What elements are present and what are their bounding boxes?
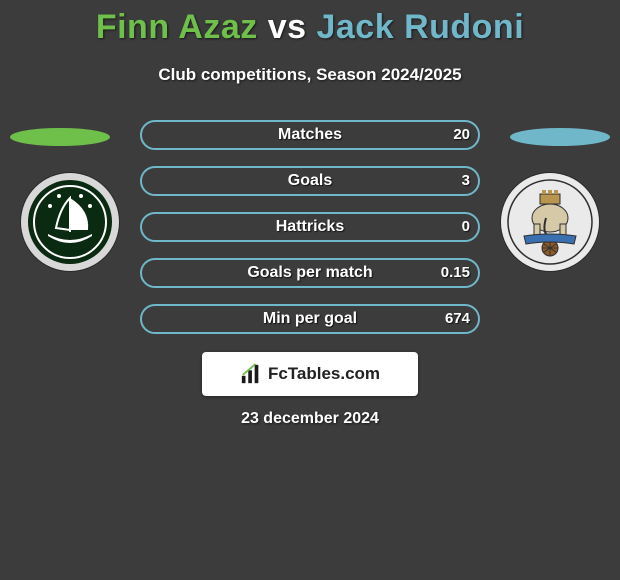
- stat-value-right: 20: [453, 120, 470, 150]
- stat-bar-right: [140, 212, 480, 242]
- title-player2: Jack Rudoni: [316, 8, 524, 46]
- stat-value-right: 3: [462, 166, 470, 196]
- date-line: 23 december 2024: [0, 410, 620, 428]
- subtitle: Club competitions, Season 2024/2025: [0, 65, 620, 85]
- stat-bar-right: [140, 304, 480, 334]
- stat-row: Goals per match0.15: [140, 258, 480, 288]
- stat-row: Hattricks0: [140, 212, 480, 242]
- page-title: Finn Azaz vs Jack Rudoni: [0, 0, 620, 47]
- stat-bar-right: [140, 166, 480, 196]
- stats-area: Matches20 Goals3 Hattricks0 Goals per match…: [0, 120, 620, 350]
- stat-row: Matches20: [140, 120, 480, 150]
- stat-row: Goals3: [140, 166, 480, 196]
- stat-row: Min per goal674: [140, 304, 480, 334]
- title-vs: vs: [268, 8, 307, 46]
- stat-value-right: 0: [462, 212, 470, 242]
- stat-value-right: 0.15: [441, 258, 470, 288]
- comparison-infographic: Finn Azaz vs Jack Rudoni Club competitio…: [0, 0, 620, 580]
- stat-value-right: 674: [445, 304, 470, 334]
- title-player1: Finn Azaz: [96, 8, 258, 46]
- source-label: FcTables.com: [268, 364, 380, 384]
- source-attribution: FcTables.com: [202, 352, 418, 396]
- stat-bar-right: [140, 258, 480, 288]
- bar-chart-icon: [240, 363, 262, 385]
- stat-bar-right: [140, 120, 480, 150]
